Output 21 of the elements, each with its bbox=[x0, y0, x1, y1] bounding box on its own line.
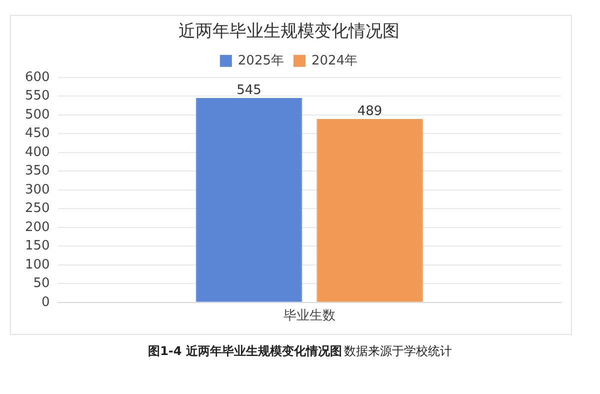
data-label: 545 bbox=[236, 82, 262, 98]
y-tick-label: 300 bbox=[24, 182, 50, 198]
text: 数据来源于学校统计 bbox=[344, 344, 452, 358]
y-tick-label: 50 bbox=[33, 276, 50, 292]
y-tick-label: 450 bbox=[24, 126, 50, 142]
y-tick-label: 150 bbox=[24, 238, 50, 254]
x-tick-label: 毕业生数 bbox=[283, 308, 336, 324]
y-tick-label: 100 bbox=[24, 257, 50, 272]
chart-title: 近两年毕业生规模变化情况图 bbox=[178, 22, 400, 42]
y-tick-label: 550 bbox=[24, 88, 50, 104]
y-tick-label: 400 bbox=[24, 144, 50, 160]
caption: 图1-4 近两年毕业生规模变化情况图 bbox=[148, 344, 342, 358]
y-tick-label: 250 bbox=[24, 201, 50, 216]
y-tick-label: 200 bbox=[24, 220, 50, 235]
legend-label: 2024年 bbox=[312, 53, 358, 68]
y-tick-label: 350 bbox=[24, 164, 50, 179]
legend-label: 2025年 bbox=[238, 53, 284, 68]
data-label: 489 bbox=[357, 104, 382, 119]
y-tick-label: 600 bbox=[24, 70, 50, 85]
y-tick-label: 0 bbox=[42, 294, 50, 310]
y-tick-label: 500 bbox=[24, 107, 50, 122]
